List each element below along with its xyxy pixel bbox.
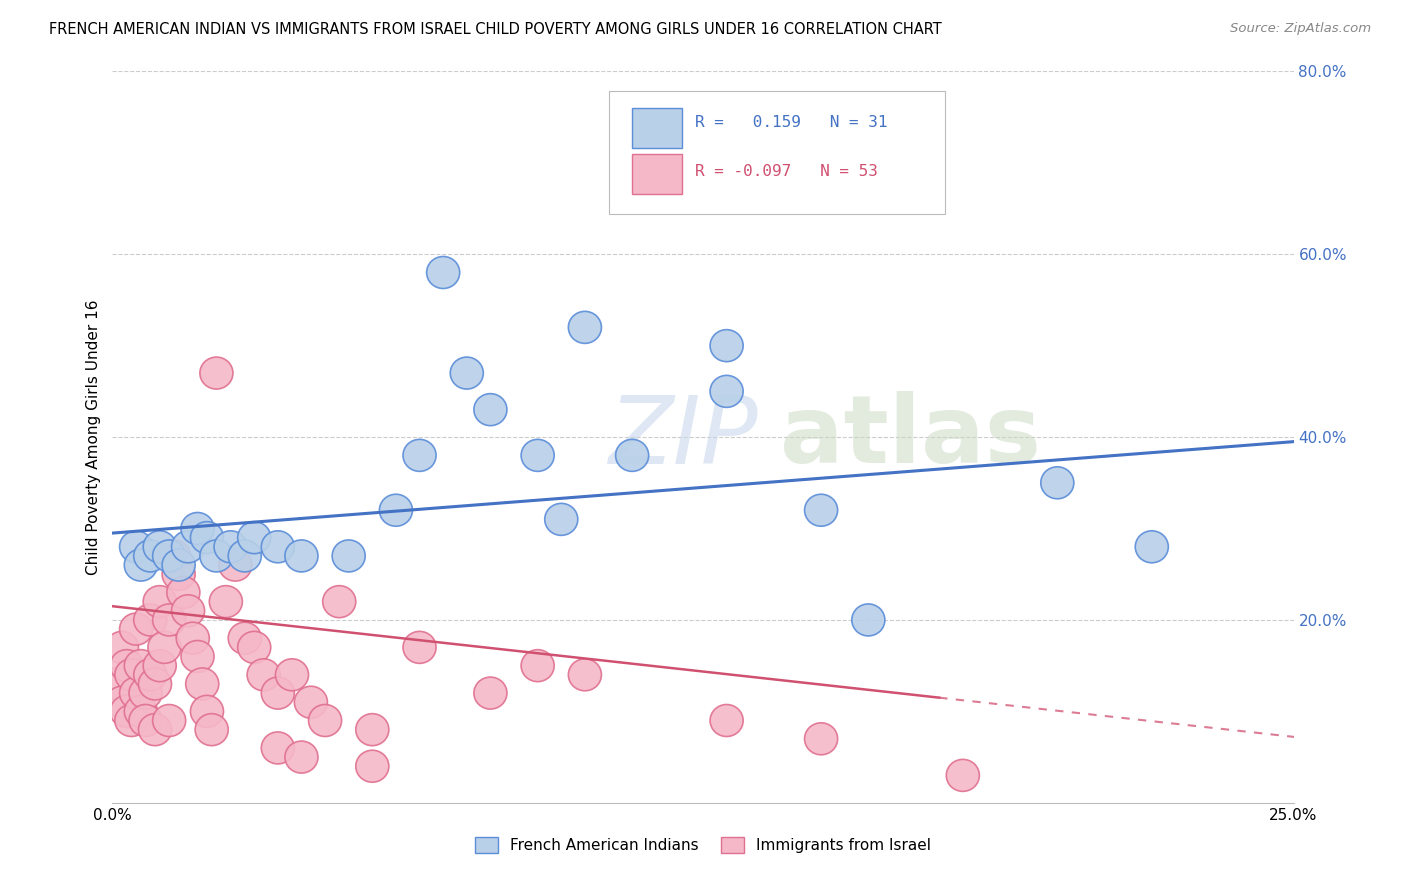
Ellipse shape [157, 540, 190, 572]
Ellipse shape [247, 659, 280, 690]
Ellipse shape [129, 705, 162, 737]
Ellipse shape [294, 686, 328, 718]
Ellipse shape [134, 540, 167, 572]
Ellipse shape [124, 649, 157, 681]
Ellipse shape [167, 576, 200, 608]
Ellipse shape [190, 696, 224, 727]
Ellipse shape [143, 531, 176, 563]
Ellipse shape [138, 668, 172, 700]
Text: FRENCH AMERICAN INDIAN VS IMMIGRANTS FROM ISRAEL CHILD POVERTY AMONG GIRLS UNDER: FRENCH AMERICAN INDIAN VS IMMIGRANTS FRO… [49, 22, 942, 37]
Legend: French American Indians, Immigrants from Israel: French American Indians, Immigrants from… [467, 830, 939, 861]
Ellipse shape [162, 549, 195, 581]
Ellipse shape [474, 393, 508, 425]
Ellipse shape [262, 732, 294, 764]
Ellipse shape [276, 659, 308, 690]
Ellipse shape [1135, 531, 1168, 563]
Ellipse shape [124, 549, 157, 581]
Ellipse shape [474, 677, 508, 709]
Ellipse shape [852, 604, 884, 636]
Ellipse shape [124, 696, 157, 727]
Text: atlas: atlas [780, 391, 1040, 483]
Ellipse shape [356, 714, 389, 746]
Text: R =   0.159   N = 31: R = 0.159 N = 31 [695, 115, 887, 130]
Ellipse shape [134, 659, 167, 690]
Ellipse shape [285, 741, 318, 773]
Ellipse shape [181, 513, 214, 544]
Ellipse shape [710, 376, 744, 408]
Ellipse shape [162, 558, 195, 591]
Ellipse shape [143, 586, 176, 617]
Ellipse shape [115, 659, 148, 690]
Ellipse shape [228, 623, 262, 654]
Ellipse shape [110, 649, 143, 681]
Ellipse shape [404, 440, 436, 471]
Ellipse shape [172, 595, 205, 627]
Ellipse shape [285, 540, 318, 572]
Ellipse shape [209, 586, 242, 617]
Ellipse shape [308, 705, 342, 737]
Ellipse shape [710, 705, 744, 737]
Ellipse shape [101, 668, 134, 700]
Ellipse shape [522, 649, 554, 681]
Ellipse shape [120, 531, 153, 563]
Ellipse shape [426, 257, 460, 288]
Ellipse shape [129, 677, 162, 709]
Ellipse shape [134, 604, 167, 636]
Ellipse shape [153, 540, 186, 572]
Ellipse shape [190, 522, 224, 554]
Ellipse shape [186, 668, 219, 700]
Ellipse shape [450, 357, 484, 389]
Ellipse shape [153, 705, 186, 737]
Y-axis label: Child Poverty Among Girls Under 16: Child Poverty Among Girls Under 16 [86, 300, 101, 574]
Text: R = -0.097   N = 53: R = -0.097 N = 53 [695, 164, 877, 179]
Ellipse shape [195, 714, 228, 746]
FancyBboxPatch shape [633, 108, 682, 148]
Ellipse shape [172, 531, 205, 563]
Ellipse shape [219, 549, 252, 581]
Ellipse shape [200, 357, 233, 389]
Ellipse shape [323, 586, 356, 617]
Ellipse shape [946, 759, 980, 791]
Ellipse shape [804, 494, 838, 526]
FancyBboxPatch shape [633, 154, 682, 194]
Ellipse shape [262, 531, 294, 563]
Ellipse shape [228, 540, 262, 572]
Ellipse shape [404, 632, 436, 664]
Ellipse shape [105, 686, 138, 718]
Ellipse shape [181, 640, 214, 673]
Ellipse shape [238, 522, 271, 554]
Ellipse shape [138, 714, 172, 746]
Ellipse shape [120, 613, 153, 645]
Ellipse shape [200, 540, 233, 572]
Ellipse shape [176, 623, 209, 654]
Ellipse shape [120, 677, 153, 709]
FancyBboxPatch shape [609, 91, 945, 214]
Ellipse shape [1040, 467, 1074, 499]
Ellipse shape [110, 696, 143, 727]
Text: Source: ZipAtlas.com: Source: ZipAtlas.com [1230, 22, 1371, 36]
Ellipse shape [380, 494, 412, 526]
Ellipse shape [356, 750, 389, 782]
Ellipse shape [804, 723, 838, 755]
Ellipse shape [616, 440, 648, 471]
Ellipse shape [105, 632, 138, 664]
Ellipse shape [214, 531, 247, 563]
Ellipse shape [148, 632, 181, 664]
Ellipse shape [143, 649, 176, 681]
Ellipse shape [544, 503, 578, 535]
Ellipse shape [332, 540, 366, 572]
Ellipse shape [568, 311, 602, 343]
Ellipse shape [522, 440, 554, 471]
Ellipse shape [153, 604, 186, 636]
Ellipse shape [568, 659, 602, 690]
Ellipse shape [262, 677, 294, 709]
Ellipse shape [238, 632, 271, 664]
Ellipse shape [115, 705, 148, 737]
Ellipse shape [710, 330, 744, 361]
Text: ZIP: ZIP [609, 392, 758, 483]
